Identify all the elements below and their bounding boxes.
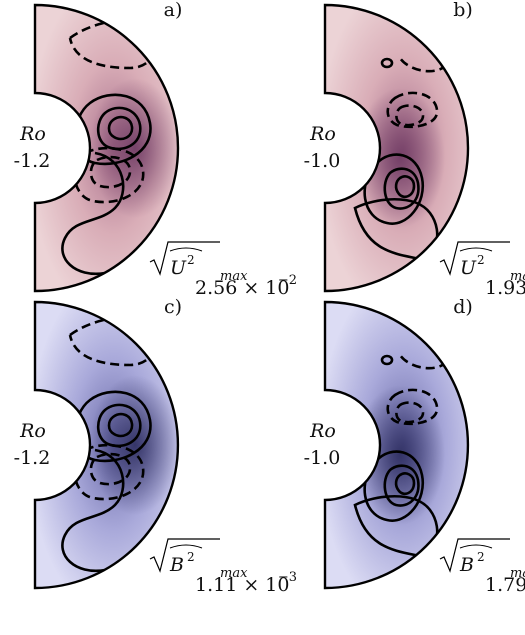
ro-value: -1.0 [304,447,341,469]
sqrt-sign [149,538,220,573]
ro-value: -1.0 [304,150,341,172]
contour-field [325,5,468,291]
contour-solid [394,472,416,496]
contour-solid [96,403,142,448]
hat [169,544,203,549]
quantity-power: 2 [187,550,195,564]
max-exponent: −3 [278,570,297,585]
contour-solid [363,450,425,522]
contour-solid [363,153,425,225]
panel-label: d) [453,296,473,318]
sqrt-sign [439,538,510,573]
sqrt-sign [439,241,510,276]
intensity-spot [90,78,178,218]
panel: b)Ro-1.0U2max1.93 × 10−2 [304,0,525,299]
contour-dashed [89,452,132,486]
max-mantissa: 1.79 × 10 [485,574,525,596]
hat [169,247,203,252]
contour-solid [61,151,125,276]
hat [459,544,493,549]
contour-solid [380,57,394,69]
ro-symbol: Ro [309,420,336,442]
contour-solid [107,115,134,141]
panel: d)Ro-1.0B2max1.79 × 10−3 [304,296,525,596]
quantity-power: 2 [477,253,485,267]
max-exponent: −2 [278,273,297,288]
contour-field [35,302,178,588]
quantity-power: 2 [477,550,485,564]
panel-label: c) [164,296,182,318]
max-mantissa: 2.56 × 10 [195,277,289,299]
subscript: max [220,269,248,284]
ro-value: -1.2 [14,150,51,172]
annulus-outline [33,3,180,293]
quantity-symbol: B [169,554,184,576]
ro-symbol: Ro [19,123,46,145]
annulus-outline [323,300,470,590]
contour-solid [380,354,394,366]
contour-dashed [73,443,145,501]
hat [459,247,493,252]
contour-dashed [386,388,439,426]
quantity-symbol: U [460,257,477,279]
contour-dashed [73,146,145,204]
contour-dashed [395,104,425,127]
ro-symbol: Ro [19,420,46,442]
panel-label: a) [164,0,183,21]
contour-field [35,5,178,291]
contour-dashed [395,401,425,424]
max-mantissa: 1.93 × 10 [485,277,525,299]
max-mantissa: 1.11 × 10 [195,574,289,596]
contour-solid [383,464,420,507]
sqrt-sign [149,241,220,276]
contour-solid [383,167,420,210]
subscript: max [510,566,525,581]
quantity-symbol: B [459,554,474,576]
contour-solid [394,175,416,199]
contour-dashed [386,91,439,129]
annulus-outline [323,3,470,293]
contour-solid [107,412,134,438]
annulus-outline [33,300,180,590]
contour-field [325,302,468,588]
intensity-spot [90,375,178,515]
quantity-symbol: U [170,257,187,279]
ro-value: -1.2 [14,447,51,469]
subscript: max [220,566,248,581]
panel-label: b) [453,0,473,21]
quantity-power: 2 [187,253,195,267]
contour-dashed [89,155,132,189]
contour-solid [61,448,125,573]
subscript: max [510,269,525,284]
contour-solid [96,106,142,151]
ro-symbol: Ro [309,123,336,145]
